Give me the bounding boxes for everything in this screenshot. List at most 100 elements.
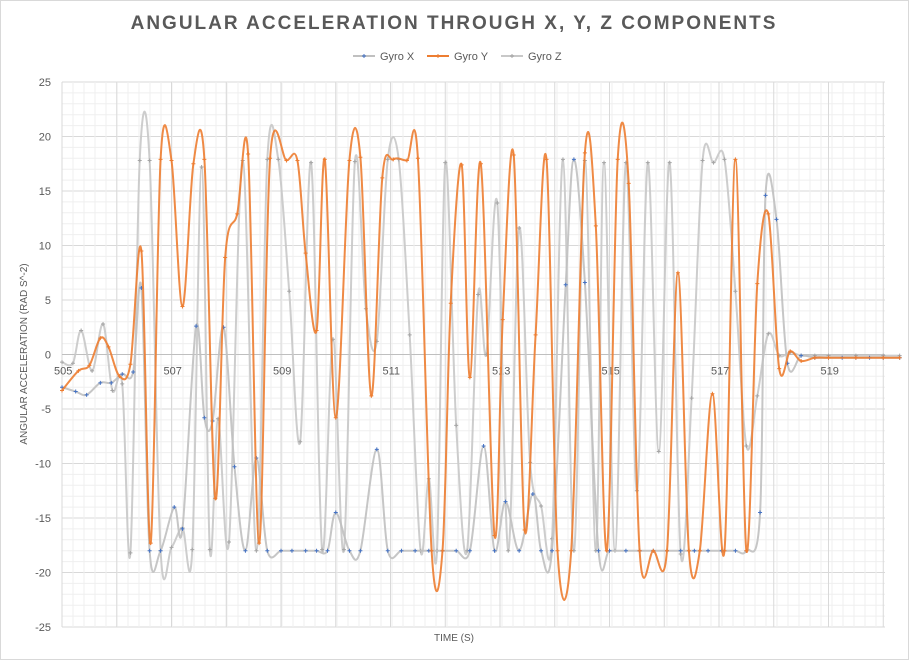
data-point-gyro-z xyxy=(169,545,174,550)
y-tick-label: 0 xyxy=(45,350,51,362)
data-point-gyro-z xyxy=(443,160,448,165)
data-point-gyro-x xyxy=(582,280,587,285)
data-point-gyro-x xyxy=(550,548,555,553)
data-point-gyro-x xyxy=(517,548,522,553)
data-point-gyro-y xyxy=(268,156,273,161)
legend-label: Gyro X xyxy=(380,51,415,63)
data-point-gyro-y xyxy=(148,541,153,546)
data-point-gyro-x xyxy=(563,282,568,287)
data-point-gyro-y xyxy=(582,150,587,155)
data-point-gyro-y xyxy=(202,157,207,162)
data-point-gyro-y xyxy=(358,155,363,160)
data-point-gyro-y xyxy=(569,548,574,553)
data-point-gyro-x xyxy=(98,380,103,385)
data-point-gyro-x xyxy=(706,548,711,553)
data-point-gyro-y xyxy=(522,527,527,532)
data-point-gyro-y xyxy=(295,158,300,163)
legend-label: Gyro Y xyxy=(454,51,489,63)
data-point-gyro-z xyxy=(711,160,716,165)
data-point-gyro-x xyxy=(623,548,628,553)
data-point-gyro-x xyxy=(131,369,136,374)
data-point-gyro-y xyxy=(544,157,549,162)
data-point-gyro-y xyxy=(440,548,445,553)
data-point-gyro-x xyxy=(172,505,177,510)
x-tick-label: 515 xyxy=(602,366,620,378)
data-point-gyro-z xyxy=(147,158,152,163)
data-point-gyro-x xyxy=(279,548,283,553)
data-point-gyro-x xyxy=(333,510,338,515)
data-point-gyro-y xyxy=(881,355,886,360)
data-point-gyro-z xyxy=(226,539,231,544)
data-point-gyro-y xyxy=(511,153,516,158)
y-tick-label: 20 xyxy=(39,132,51,144)
x-tick-label: 509 xyxy=(273,366,291,378)
data-point-gyro-y xyxy=(314,328,319,333)
data-point-gyro-x xyxy=(202,415,207,420)
data-point-gyro-z xyxy=(656,449,661,454)
data-point-gyro-y xyxy=(799,359,804,364)
series-gyro-y xyxy=(60,121,902,602)
data-point-gyro-y xyxy=(812,355,817,360)
legend-marker xyxy=(436,54,440,58)
data-point-gyro-y xyxy=(369,393,374,398)
data-point-gyro-z xyxy=(755,393,760,398)
data-point-gyro-y xyxy=(533,332,538,337)
data-point-gyro-z xyxy=(744,444,749,449)
data-point-gyro-z xyxy=(199,165,204,170)
data-point-gyro-x xyxy=(243,548,248,553)
data-point-gyro-x xyxy=(758,510,763,515)
data-point-gyro-y xyxy=(333,415,338,420)
data-point-gyro-y xyxy=(686,548,691,553)
data-point-gyro-z xyxy=(137,158,142,163)
data-point-gyro-x xyxy=(399,548,404,553)
data-point-gyro-z xyxy=(265,157,270,162)
data-point-gyro-x xyxy=(84,392,89,397)
data-point-gyro-y xyxy=(448,301,453,306)
data-point-gyro-z xyxy=(341,547,346,552)
data-point-gyro-z xyxy=(385,157,390,162)
data-point-gyro-y xyxy=(664,548,669,553)
data-point-gyro-x xyxy=(147,548,152,553)
data-point-gyro-y xyxy=(128,362,133,367)
x-tick-label: 517 xyxy=(711,366,729,378)
legend-marker xyxy=(362,54,366,58)
data-point-gyro-x xyxy=(120,372,125,377)
data-point-gyro-x xyxy=(530,492,535,497)
data-point-gyro-y xyxy=(169,158,174,163)
data-point-gyro-y xyxy=(651,548,656,553)
data-point-gyro-y xyxy=(158,157,163,162)
y-tick-label: -10 xyxy=(35,459,51,471)
data-point-gyro-y xyxy=(777,366,782,371)
data-point-gyro-z xyxy=(70,361,75,366)
data-point-gyro-y xyxy=(257,541,262,546)
data-point-gyro-x xyxy=(492,548,497,553)
data-point-gyro-x xyxy=(763,193,768,198)
data-point-gyro-z xyxy=(766,331,771,336)
data-point-gyro-x xyxy=(596,548,601,553)
data-point-gyro-z xyxy=(128,550,133,555)
data-point-gyro-y xyxy=(492,533,497,538)
data-point-gyro-x xyxy=(385,548,390,553)
data-point-gyro-z xyxy=(689,396,694,401)
y-tick-label: -15 xyxy=(35,513,51,525)
y-tick-label: -5 xyxy=(41,404,51,416)
data-point-gyro-y xyxy=(626,181,631,186)
data-point-gyro-y xyxy=(826,355,831,360)
data-point-gyro-z xyxy=(495,200,500,205)
data-point-gyro-z xyxy=(276,157,281,162)
data-point-gyro-z xyxy=(254,548,259,553)
legend: Gyro X Gyro Y Gyro Z xyxy=(353,51,562,63)
data-point-gyro-y xyxy=(675,270,680,275)
data-point-gyro-z xyxy=(517,226,522,231)
data-point-gyro-z xyxy=(309,160,314,165)
data-point-gyro-x xyxy=(692,548,697,553)
data-point-gyro-z xyxy=(407,332,412,337)
data-point-gyro-y xyxy=(766,211,771,216)
y-tick-label: 15 xyxy=(39,186,51,198)
data-point-gyro-x xyxy=(232,464,237,469)
data-point-gyro-x xyxy=(194,324,199,329)
legend-item-gyro-x: Gyro X xyxy=(353,51,415,63)
data-point-gyro-y xyxy=(380,175,385,180)
data-point-gyro-x xyxy=(265,548,270,553)
